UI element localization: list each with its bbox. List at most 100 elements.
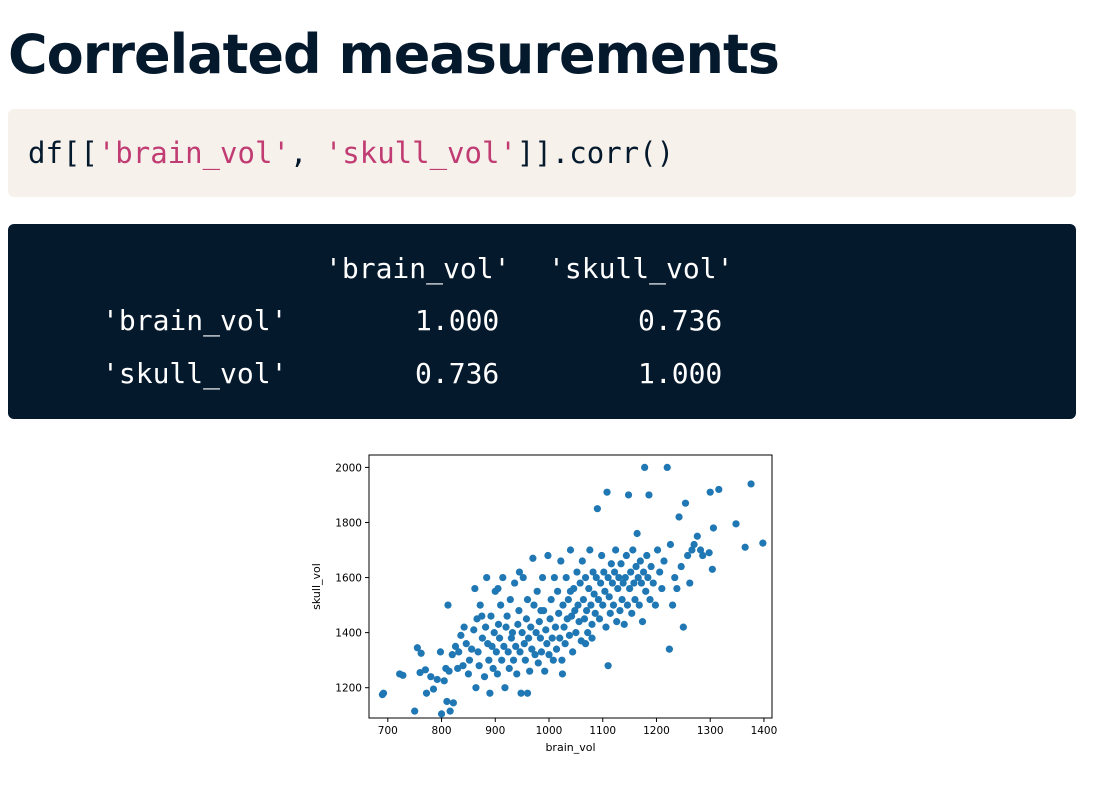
- data-point: [545, 651, 553, 659]
- ticks-layer: 700 800 900 1000 1100 1200 1300 1400 1200 1400 160…: [335, 462, 777, 737]
- data-point: [666, 540, 675, 549]
- data-point: [562, 573, 570, 582]
- data-point: [560, 623, 568, 631]
- data-point: [421, 666, 430, 674]
- data-point: [485, 656, 493, 664]
- data-point: [601, 587, 609, 595]
- data-point: [567, 612, 576, 620]
- data-point: [429, 685, 438, 693]
- data-point: [499, 573, 507, 582]
- data-point: [602, 623, 610, 631]
- data-point: [523, 595, 532, 604]
- data-point: [715, 485, 723, 494]
- axes-frame: [368, 454, 773, 719]
- data-point: [656, 568, 664, 576]
- code-block: df[['brain_vol', 'skull_vol']].corr(): [8, 109, 1076, 197]
- data-point: [636, 557, 644, 565]
- data-point: [587, 601, 595, 609]
- data-point: [547, 595, 555, 604]
- data-point: [508, 629, 517, 637]
- data-point: [604, 573, 612, 582]
- data-point: [519, 573, 527, 582]
- data-point: [600, 568, 608, 576]
- code-suffix: ]].corr(): [516, 136, 675, 170]
- data-point: [480, 673, 489, 681]
- data-point: [641, 463, 649, 471]
- data-point: [594, 595, 603, 604]
- data-point: [518, 629, 526, 637]
- data-point: [647, 562, 655, 571]
- data-point: [566, 546, 575, 554]
- data-point: [576, 579, 584, 587]
- correlation-output: 'brain_vol' 'skull_vol' 'brain_vol' 1.00…: [8, 224, 1076, 419]
- data-point: [530, 601, 538, 609]
- data-point: [534, 659, 542, 667]
- data-point: [668, 601, 677, 609]
- data-point: [528, 645, 536, 653]
- data-point: [544, 551, 552, 560]
- x-tick-label: 1300: [697, 725, 724, 737]
- data-point: [515, 568, 524, 576]
- data-point: [507, 634, 515, 642]
- data-point: [588, 634, 596, 642]
- data-point: [747, 480, 755, 488]
- data-point: [609, 601, 618, 609]
- data-point: [581, 573, 590, 582]
- data-point: [478, 612, 486, 620]
- data-point: [440, 677, 448, 685]
- data-point: [599, 601, 607, 609]
- data-point: [643, 551, 651, 560]
- data-point: [637, 579, 646, 587]
- data-point: [639, 568, 648, 576]
- data-point: [651, 601, 659, 609]
- data-point: [574, 601, 582, 609]
- data-point: [595, 615, 604, 623]
- data-point: [523, 689, 532, 697]
- data-point: [494, 620, 503, 628]
- data-point: [566, 587, 575, 595]
- data-point: [527, 623, 535, 631]
- data-point: [460, 623, 468, 631]
- data-point: [379, 689, 388, 697]
- data-point: [503, 612, 511, 620]
- x-tick-label: 1100: [589, 725, 616, 737]
- data-point: [471, 584, 479, 593]
- data-point: [517, 689, 525, 697]
- data-point: [476, 601, 484, 609]
- data-point: [677, 562, 685, 571]
- data-point: [489, 664, 497, 673]
- data-point: [505, 664, 513, 673]
- y-tick-label: 1200: [335, 683, 362, 695]
- data-point: [543, 640, 551, 648]
- data-point: [557, 557, 565, 565]
- data-point: [565, 631, 574, 639]
- y-tick-label: 1600: [335, 573, 362, 585]
- data-point: [629, 546, 637, 554]
- data-point: [686, 579, 694, 587]
- data-point: [696, 546, 705, 554]
- data-point: [615, 573, 623, 582]
- data-point: [472, 684, 480, 692]
- data-point: [573, 568, 581, 576]
- data-point: [538, 573, 547, 582]
- data-point: [449, 699, 457, 707]
- data-point: [416, 668, 424, 677]
- page-title: Correlated measurements: [8, 23, 780, 86]
- data-point: [551, 623, 560, 631]
- x-tick-label: 800: [432, 725, 452, 737]
- data-point: [709, 524, 718, 532]
- data-point: [555, 609, 563, 617]
- data-point: [608, 579, 617, 587]
- data-point: [558, 656, 566, 664]
- x-axis-label: brain_vol: [545, 741, 595, 754]
- data-point: [673, 584, 681, 593]
- data-point: [470, 626, 478, 634]
- data-point: [644, 573, 652, 582]
- data-point: [504, 648, 512, 656]
- data-point: [631, 595, 639, 604]
- data-point: [586, 546, 594, 554]
- data-point: [427, 673, 435, 681]
- data-point: [581, 640, 590, 648]
- data-point: [579, 595, 587, 604]
- data-point: [578, 557, 586, 565]
